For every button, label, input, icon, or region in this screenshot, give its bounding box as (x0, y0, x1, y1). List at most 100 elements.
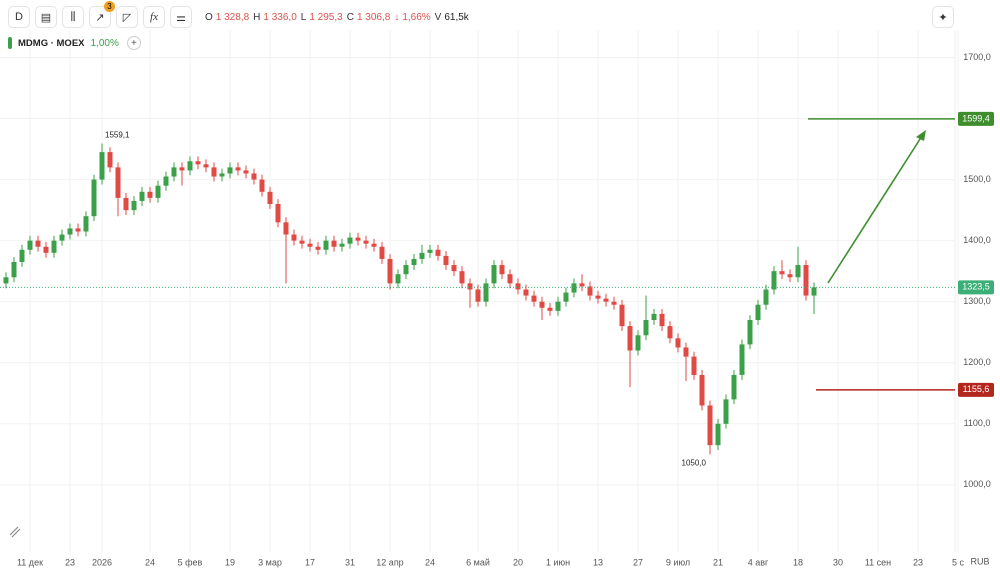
y-tick-label: 1700,0 (963, 52, 991, 62)
candle-body (163, 176, 169, 186)
arrow-down: ↓ (394, 11, 400, 23)
candle-body (379, 246, 385, 259)
candle-body (715, 423, 721, 446)
currency: RUB (970, 556, 989, 566)
candle-body (771, 271, 777, 290)
candle-body (579, 283, 585, 287)
candle-body (547, 307, 553, 311)
candle-body (275, 204, 281, 223)
candle-body (75, 228, 81, 232)
candle-body (347, 237, 353, 244)
x-tick-label: 24 (425, 557, 435, 567)
x-tick-label: 5 с (952, 557, 965, 567)
candle-body (699, 374, 705, 406)
price-marker (958, 280, 994, 295)
candle-body (339, 243, 345, 247)
x-tick-label: 9 июл (666, 557, 690, 567)
drawings-button[interactable]: ↗ 3 (89, 1, 115, 28)
ohlc-value: 1 328,8 (215, 11, 250, 23)
volume-key: V (434, 11, 442, 23)
candle-body (595, 295, 601, 299)
candle-body (331, 240, 337, 247)
x-tick-label: 3 мар (258, 557, 282, 567)
candle-body (19, 249, 25, 262)
ohlc-key: C (346, 11, 354, 23)
candle-body (811, 287, 817, 296)
y-tick-label: 1500,0 (963, 174, 991, 184)
candle-body (251, 173, 257, 180)
price-marker-label: 1155,6 (963, 384, 990, 394)
interval-button[interactable]: D (8, 6, 30, 28)
x-tick-label: 11 сен (865, 557, 891, 567)
candle-body (739, 344, 745, 375)
candle-body (411, 258, 417, 266)
ohlc-key: H (253, 11, 261, 23)
candle-body (795, 265, 801, 278)
x-tick-label: 18 (793, 557, 803, 567)
candle-body (691, 356, 697, 375)
candle-body (211, 167, 217, 177)
settings-button[interactable]: ⚌ (170, 6, 192, 28)
ohlc-key: L (300, 11, 307, 23)
add-button[interactable]: + (126, 36, 141, 50)
x-tick-label: 11 дек (17, 557, 43, 567)
candle-body (451, 265, 457, 272)
candle-body (171, 167, 177, 177)
candle-body (475, 289, 481, 302)
candle-body (635, 335, 641, 351)
candle-body (67, 228, 73, 235)
tool-button[interactable]: ◸ (116, 6, 138, 28)
fx-button[interactable]: fx (143, 6, 165, 28)
candle-body (355, 237, 361, 241)
ohlc-value: 1 295,3 (309, 11, 343, 23)
candle-body (723, 399, 729, 424)
ohlc-key: O (205, 11, 213, 23)
candle-body (227, 167, 233, 174)
x-tick-label: 23 (65, 557, 75, 567)
candle-body (131, 200, 137, 211)
candle-body (435, 249, 441, 256)
y-tick-label: 1300,0 (963, 296, 991, 306)
candle-body (267, 191, 273, 204)
candle-body (515, 283, 521, 290)
x-tick-label: 2026 (92, 557, 112, 567)
x-tick-label: 19 (225, 557, 235, 567)
candle-body (3, 277, 9, 284)
candle-body (315, 246, 321, 250)
candle-body (259, 179, 265, 192)
candle-body (707, 405, 713, 446)
candle-body (651, 313, 657, 320)
candle-body (747, 320, 753, 345)
y-tick-label: 1100,0 (964, 418, 991, 428)
x-tick-label: 24 (145, 557, 155, 567)
candle-body (27, 240, 33, 250)
candle-body (459, 271, 465, 284)
candle-body (371, 243, 377, 247)
draw-tool[interactable] (9, 526, 21, 538)
candle-body (35, 240, 41, 247)
candle-body (43, 246, 49, 253)
ai-button[interactable]: ✦ (932, 6, 954, 28)
y-tick-label: 1000,0 (963, 479, 991, 489)
x-tick-label: 20 (513, 557, 523, 567)
candle-body (307, 243, 313, 247)
chart-type-button[interactable]: ⫼ (62, 6, 84, 28)
candle-body (779, 271, 785, 275)
candle-body (611, 301, 617, 305)
candle-body (499, 265, 505, 275)
candle-body (467, 283, 473, 290)
legend-change: 1,00% (90, 37, 119, 49)
candle-body (627, 326, 633, 351)
legend-swatch (8, 37, 12, 49)
candle-body (403, 265, 409, 275)
candle-body (555, 301, 561, 311)
x-tick-label: 6 май (466, 557, 490, 567)
x-tick-label: 17 (305, 557, 315, 567)
x-tick-label: 4 авг (748, 557, 769, 567)
ohlc-value: 1 336,0 (263, 11, 297, 23)
indicator-button[interactable]: ▤ (35, 6, 57, 28)
x-tick-label: 23 (913, 557, 923, 567)
candle-body (787, 274, 793, 278)
symbol: MDMG · MOEX (18, 37, 85, 49)
x-tick-label: 12 апр (376, 557, 403, 567)
